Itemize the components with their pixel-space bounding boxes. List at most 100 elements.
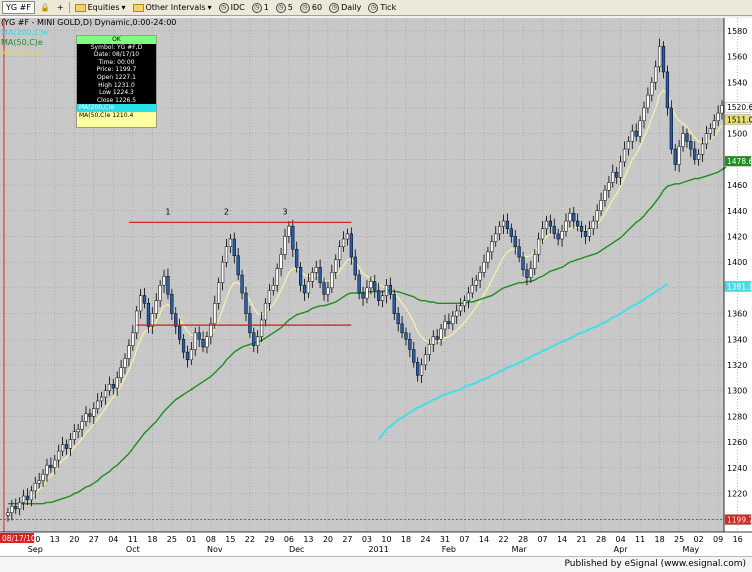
candle-body xyxy=(103,390,108,398)
tick-button[interactable]: ◷ Tick xyxy=(366,2,398,13)
y-tick-label: 1260 xyxy=(727,438,747,447)
y-tick-label: 1340 xyxy=(727,335,747,344)
candle-body xyxy=(638,120,642,137)
y-tick-label: 1300 xyxy=(727,387,747,396)
candle-body xyxy=(689,141,693,150)
price-chart[interactable]: 1200122012401260128013001320134013601380… xyxy=(0,16,752,556)
price-tag xyxy=(724,281,752,292)
candle-body xyxy=(373,281,377,291)
cursor-info-box: OK Symbol: YG #F,D Date: 08/17/10 Time: … xyxy=(76,35,157,129)
candle-body xyxy=(712,120,716,129)
candle-body xyxy=(224,246,229,263)
y-tick-label: 1460 xyxy=(727,181,747,190)
idc-button[interactable]: ◷ IDC xyxy=(217,2,247,13)
equities-label: Equities xyxy=(87,3,120,12)
candle-body xyxy=(49,464,53,468)
x-tick-label: 13 xyxy=(50,535,60,544)
candle-body xyxy=(615,171,619,178)
info-row: Open 1227.1 xyxy=(97,73,136,81)
candle-body xyxy=(279,254,283,269)
candle-body xyxy=(384,285,389,296)
candle-body xyxy=(295,249,299,268)
x-tick-label: 11 xyxy=(128,535,138,544)
peak-annotation: 1 xyxy=(165,207,170,216)
y-tick-label: 1440 xyxy=(727,207,747,216)
x-tick-label: 03 xyxy=(362,535,372,544)
interval-5-button[interactable]: ◷ 5 xyxy=(274,2,295,13)
candle-body xyxy=(53,459,57,469)
equities-menu[interactable]: Equities ▾ xyxy=(73,3,128,12)
intervals-label: Other Intervals xyxy=(145,3,206,12)
candle-body xyxy=(291,225,295,250)
price-tag-label: 1381.1 xyxy=(727,282,752,291)
candle-body xyxy=(170,294,174,314)
candle-body xyxy=(400,323,404,334)
candle-body xyxy=(275,268,279,286)
candle-body xyxy=(146,303,151,327)
candle-body xyxy=(330,272,334,289)
candle-body xyxy=(92,408,96,417)
candle-body xyxy=(673,148,677,165)
candle-body xyxy=(107,383,112,391)
candle-body xyxy=(57,450,61,461)
candle-body xyxy=(505,220,510,229)
daily-button[interactable]: ◷ Daily xyxy=(327,2,363,13)
candle-body xyxy=(583,231,588,237)
x-month-label: Feb xyxy=(442,545,456,554)
x-tick-label: 02 xyxy=(694,535,704,544)
x-tick-label: 27 xyxy=(89,535,99,544)
candle-body xyxy=(139,295,143,312)
candle-body xyxy=(271,285,275,291)
other-intervals-menu[interactable]: Other Intervals ▾ xyxy=(131,3,214,12)
info-row: Price: 1199.7 xyxy=(96,66,137,74)
candle-body xyxy=(693,148,697,160)
x-tick-label: 29 xyxy=(264,535,274,544)
candle-body xyxy=(642,107,646,122)
x-tick-label: 18 xyxy=(401,535,411,544)
candle-body xyxy=(704,133,709,145)
ma200-legend: MA(200,C)e xyxy=(1,28,48,37)
x-tick-label: 21 xyxy=(576,535,586,544)
candle-body xyxy=(99,396,104,402)
y-tick-label: 1360 xyxy=(727,310,747,319)
candle-body xyxy=(298,267,303,286)
candle-body xyxy=(123,358,127,368)
y-tick-label: 1420 xyxy=(727,232,747,241)
candle-body xyxy=(96,400,100,409)
clock-icon: ◷ xyxy=(251,2,262,13)
x-tick-label: 20 xyxy=(323,535,333,544)
candle-body xyxy=(568,213,572,222)
price-tag-label: 1199.7 xyxy=(727,516,752,525)
lock-icon[interactable]: 🔒 xyxy=(39,3,50,12)
candle-body xyxy=(482,261,486,273)
clock-icon: ◷ xyxy=(218,2,229,13)
interval-60-button[interactable]: ◷ 60 xyxy=(298,2,324,13)
price-tag xyxy=(724,114,752,125)
candle-body xyxy=(486,251,490,263)
info-row: Date: 08/17/10 xyxy=(93,51,140,59)
candle-body xyxy=(661,46,666,73)
candle-body xyxy=(135,310,139,334)
interval-1-button[interactable]: ◷ 1 xyxy=(250,2,271,13)
clock-icon: ◷ xyxy=(329,2,340,13)
x-tick-label: 06 xyxy=(284,535,294,544)
candle-body xyxy=(537,238,541,255)
peak-annotation: 3 xyxy=(282,207,287,216)
candle-body xyxy=(217,282,221,304)
x-tick-label: 22 xyxy=(245,535,255,544)
y-tick-label: 1240 xyxy=(727,464,747,473)
candle-body xyxy=(700,143,705,155)
candle-body xyxy=(6,512,10,516)
symbol-field[interactable]: YG #F xyxy=(2,1,35,14)
candle-body xyxy=(127,345,131,359)
candle-body xyxy=(572,213,576,222)
add-icon[interactable]: + xyxy=(56,3,64,12)
candle-body xyxy=(685,133,689,142)
candle-body xyxy=(599,200,603,212)
candle-body xyxy=(236,255,240,276)
candle-body xyxy=(287,225,291,237)
candle-body xyxy=(29,490,33,501)
candle-body xyxy=(630,130,634,142)
chart-toolbar: YG #F 🔒 + Equities ▾ Other Intervals ▾ ◷ ID… xyxy=(0,0,752,16)
y-tick-label: 1500 xyxy=(727,130,747,139)
